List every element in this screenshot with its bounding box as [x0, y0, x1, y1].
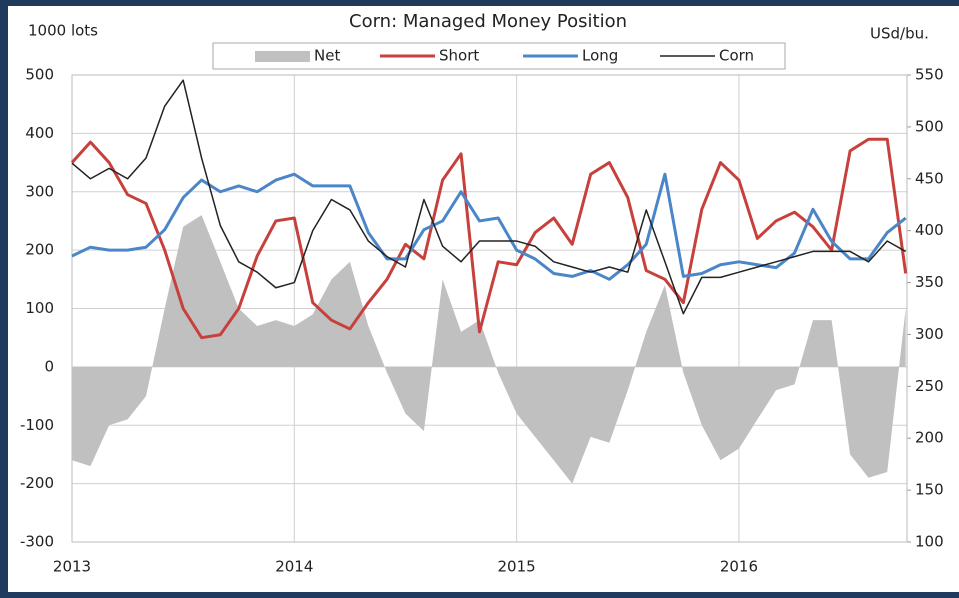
- x-tick-label: 2013: [53, 558, 91, 576]
- plot-border: [71, 74, 908, 543]
- x-tick-label: 2014: [275, 558, 313, 576]
- y-tick-label: 0: [44, 357, 54, 375]
- chart-title: Corn: Managed Money Position: [349, 11, 627, 32]
- legend-swatch: [255, 51, 310, 62]
- y2-tick-label: 150: [915, 481, 944, 499]
- y-tick-label: 400: [25, 124, 54, 142]
- y2-tick-label: 500: [915, 117, 944, 135]
- y2-tick-label: 300: [915, 325, 944, 343]
- y-tick-label: -200: [20, 474, 54, 492]
- y2-tick-label: 250: [915, 377, 944, 395]
- chart-panel: [8, 6, 959, 592]
- y2-tick-label: 200: [915, 429, 944, 447]
- series-line: [71, 79, 907, 315]
- y-tick-label: -300: [20, 533, 54, 551]
- y-tick-label: 100: [25, 299, 54, 317]
- y-tick-label: 300: [25, 182, 54, 200]
- x-tick-label: 2015: [498, 558, 536, 576]
- legend-box: [212, 42, 786, 70]
- y2-tick-label: 350: [915, 273, 944, 291]
- legend-label: Short: [439, 47, 479, 65]
- y2-tick-label: 100: [915, 533, 944, 551]
- legend-label: Net: [314, 47, 340, 65]
- y-axis-label: 1000 lots: [28, 22, 98, 40]
- y2-tick-label: 450: [915, 169, 944, 187]
- series-line: [71, 172, 907, 281]
- y-tick-label: 200: [25, 241, 54, 259]
- net-area: [72, 215, 906, 484]
- x-tick-label: 2016: [720, 558, 758, 576]
- y-tick-label: -100: [20, 416, 54, 434]
- legend-label: Corn: [719, 47, 754, 65]
- legend-label: Long: [582, 47, 618, 65]
- series-line: [70, 137, 908, 340]
- y2-tick-label: 400: [915, 221, 944, 239]
- y-tick-label: 500: [25, 66, 54, 84]
- y2-tick-label: 550: [915, 66, 944, 84]
- y2-axis-label: USd/bu.: [870, 25, 929, 43]
